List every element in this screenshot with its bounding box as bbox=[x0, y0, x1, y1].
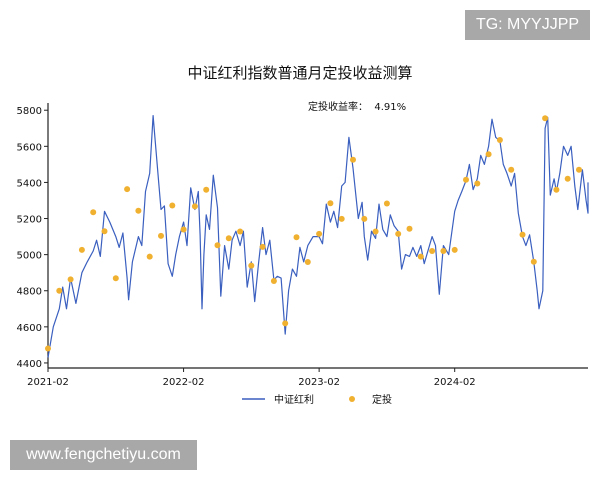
investment-dot bbox=[451, 246, 458, 253]
watermark-site: www.fengchetiyu.com bbox=[10, 440, 197, 470]
investment-dot bbox=[67, 276, 74, 283]
investment-dot bbox=[214, 242, 221, 249]
investment-dot bbox=[101, 228, 108, 235]
legend: 中证红利 定投 bbox=[242, 393, 392, 406]
investment-dot bbox=[576, 166, 582, 173]
investment-dot bbox=[440, 248, 447, 254]
investment-dot bbox=[530, 258, 537, 265]
investment-dot bbox=[406, 225, 413, 232]
y-tick-label: 5400 bbox=[17, 178, 42, 189]
investment-dot bbox=[316, 230, 323, 237]
investment-dot bbox=[146, 253, 153, 260]
investment-dot bbox=[395, 230, 402, 237]
series-line-zhongzheng-hongli bbox=[47, 115, 589, 358]
investment-dot bbox=[383, 200, 390, 207]
investment-dot bbox=[417, 253, 424, 260]
investment-dot bbox=[553, 186, 560, 193]
line-layer bbox=[47, 115, 589, 358]
investment-dot bbox=[485, 151, 492, 158]
y-tick-label: 5600 bbox=[17, 142, 42, 153]
investment-dot bbox=[259, 243, 266, 250]
y-tick-label: 4600 bbox=[17, 323, 42, 334]
investment-dot bbox=[350, 156, 356, 163]
investment-dot bbox=[327, 200, 334, 207]
watermark-tg: TG: MYYJJPP bbox=[465, 10, 590, 40]
investment-dot bbox=[496, 137, 503, 143]
legend-label-dots: 定投 bbox=[372, 393, 392, 406]
investment-dot bbox=[203, 186, 210, 193]
investment-dot bbox=[124, 186, 131, 193]
dot-layer bbox=[45, 115, 582, 352]
chart-title: 中证红利指数普通月定投收益测算 bbox=[187, 64, 413, 82]
y-tick-label: 5000 bbox=[17, 251, 42, 262]
investment-dot bbox=[564, 175, 571, 182]
legend-dot-swatch bbox=[349, 396, 355, 402]
investment-dot bbox=[248, 262, 255, 269]
axes: 4400 4600 4800 5000 5200 5400 5600 5800 2021-02 2… bbox=[17, 103, 588, 388]
x-tick-label: 2023-02 bbox=[298, 377, 340, 388]
investment-dot bbox=[225, 235, 232, 242]
investment-dot bbox=[191, 203, 198, 210]
y-tick-label: 5800 bbox=[17, 106, 42, 117]
investment-dot bbox=[237, 228, 244, 235]
return-rate-annotation: 定投收益率： 4.91% bbox=[308, 102, 407, 113]
investment-dot bbox=[180, 226, 187, 233]
investment-dot bbox=[474, 180, 481, 187]
x-tick-label: 2022-02 bbox=[163, 377, 205, 388]
investment-dot bbox=[45, 345, 51, 352]
investment-dot bbox=[463, 176, 469, 183]
investment-dot bbox=[158, 232, 164, 239]
investment-dot bbox=[293, 234, 300, 241]
investment-dot bbox=[78, 246, 85, 253]
investment-dot bbox=[508, 166, 515, 173]
investment-dot bbox=[282, 320, 289, 327]
investment-dot bbox=[519, 231, 526, 238]
investment-dot bbox=[112, 275, 119, 282]
investment-dot bbox=[429, 248, 436, 254]
investment-dot bbox=[56, 287, 63, 294]
investment-dot bbox=[338, 215, 345, 222]
investment-dot bbox=[90, 209, 97, 216]
investment-dot bbox=[135, 207, 142, 214]
y-tick-label: 4400 bbox=[17, 359, 42, 370]
investment-dot bbox=[169, 202, 176, 209]
y-tick-label: 4800 bbox=[17, 287, 42, 298]
investment-dot bbox=[372, 228, 379, 235]
investment-dot bbox=[304, 259, 311, 265]
x-tick-label: 2021-02 bbox=[27, 377, 69, 388]
x-tick-label: 2024-02 bbox=[434, 377, 476, 388]
y-tick-label: 5200 bbox=[17, 215, 42, 226]
legend-label-line: 中证红利 bbox=[274, 393, 314, 406]
investment-dot bbox=[542, 115, 549, 122]
investment-dot bbox=[361, 215, 368, 222]
investment-dot bbox=[270, 278, 277, 284]
